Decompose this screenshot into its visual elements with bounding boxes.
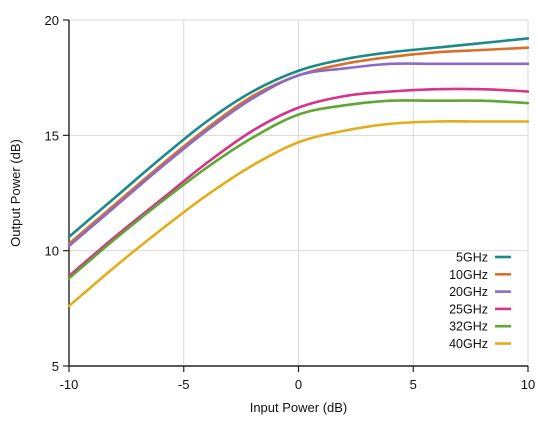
legend-label: 20GHz <box>449 285 488 299</box>
y-tick-label: 20 <box>45 13 59 28</box>
x-tick-label: 0 <box>295 377 302 392</box>
series-group <box>67 37 530 308</box>
legend: 5GHz 10GHz 20GHz 25GHz 32GHz 40GHz <box>449 251 511 351</box>
series-line-20ghz <box>67 62 530 248</box>
x-tick-label: 5 <box>410 377 417 392</box>
ticks: -10 -5 0 5 10 5 10 15 20 <box>45 13 536 392</box>
y-tick-label: 10 <box>45 244 59 259</box>
y-tick-label: 15 <box>45 128 59 143</box>
series-line-5ghz <box>67 37 530 239</box>
x-tick-label: 10 <box>521 377 535 392</box>
y-tick-label: 5 <box>52 359 59 374</box>
series-line-25ghz <box>67 87 530 278</box>
legend-label: 10GHz <box>449 268 488 282</box>
x-tick-label: -10 <box>60 377 79 392</box>
legend-label: 5GHz <box>456 251 488 265</box>
x-axis-title: Input Power (dB) <box>250 400 348 415</box>
series-line-32ghz <box>67 99 530 280</box>
legend-label: 25GHz <box>449 302 488 316</box>
series-line-40ghz <box>67 120 530 308</box>
legend-label: 40GHz <box>449 337 488 351</box>
legend-label: 32GHz <box>449 320 488 334</box>
x-tick-label: -5 <box>178 377 190 392</box>
grid <box>69 19 529 366</box>
y-axis-title: Output Power (dB) <box>8 139 23 247</box>
